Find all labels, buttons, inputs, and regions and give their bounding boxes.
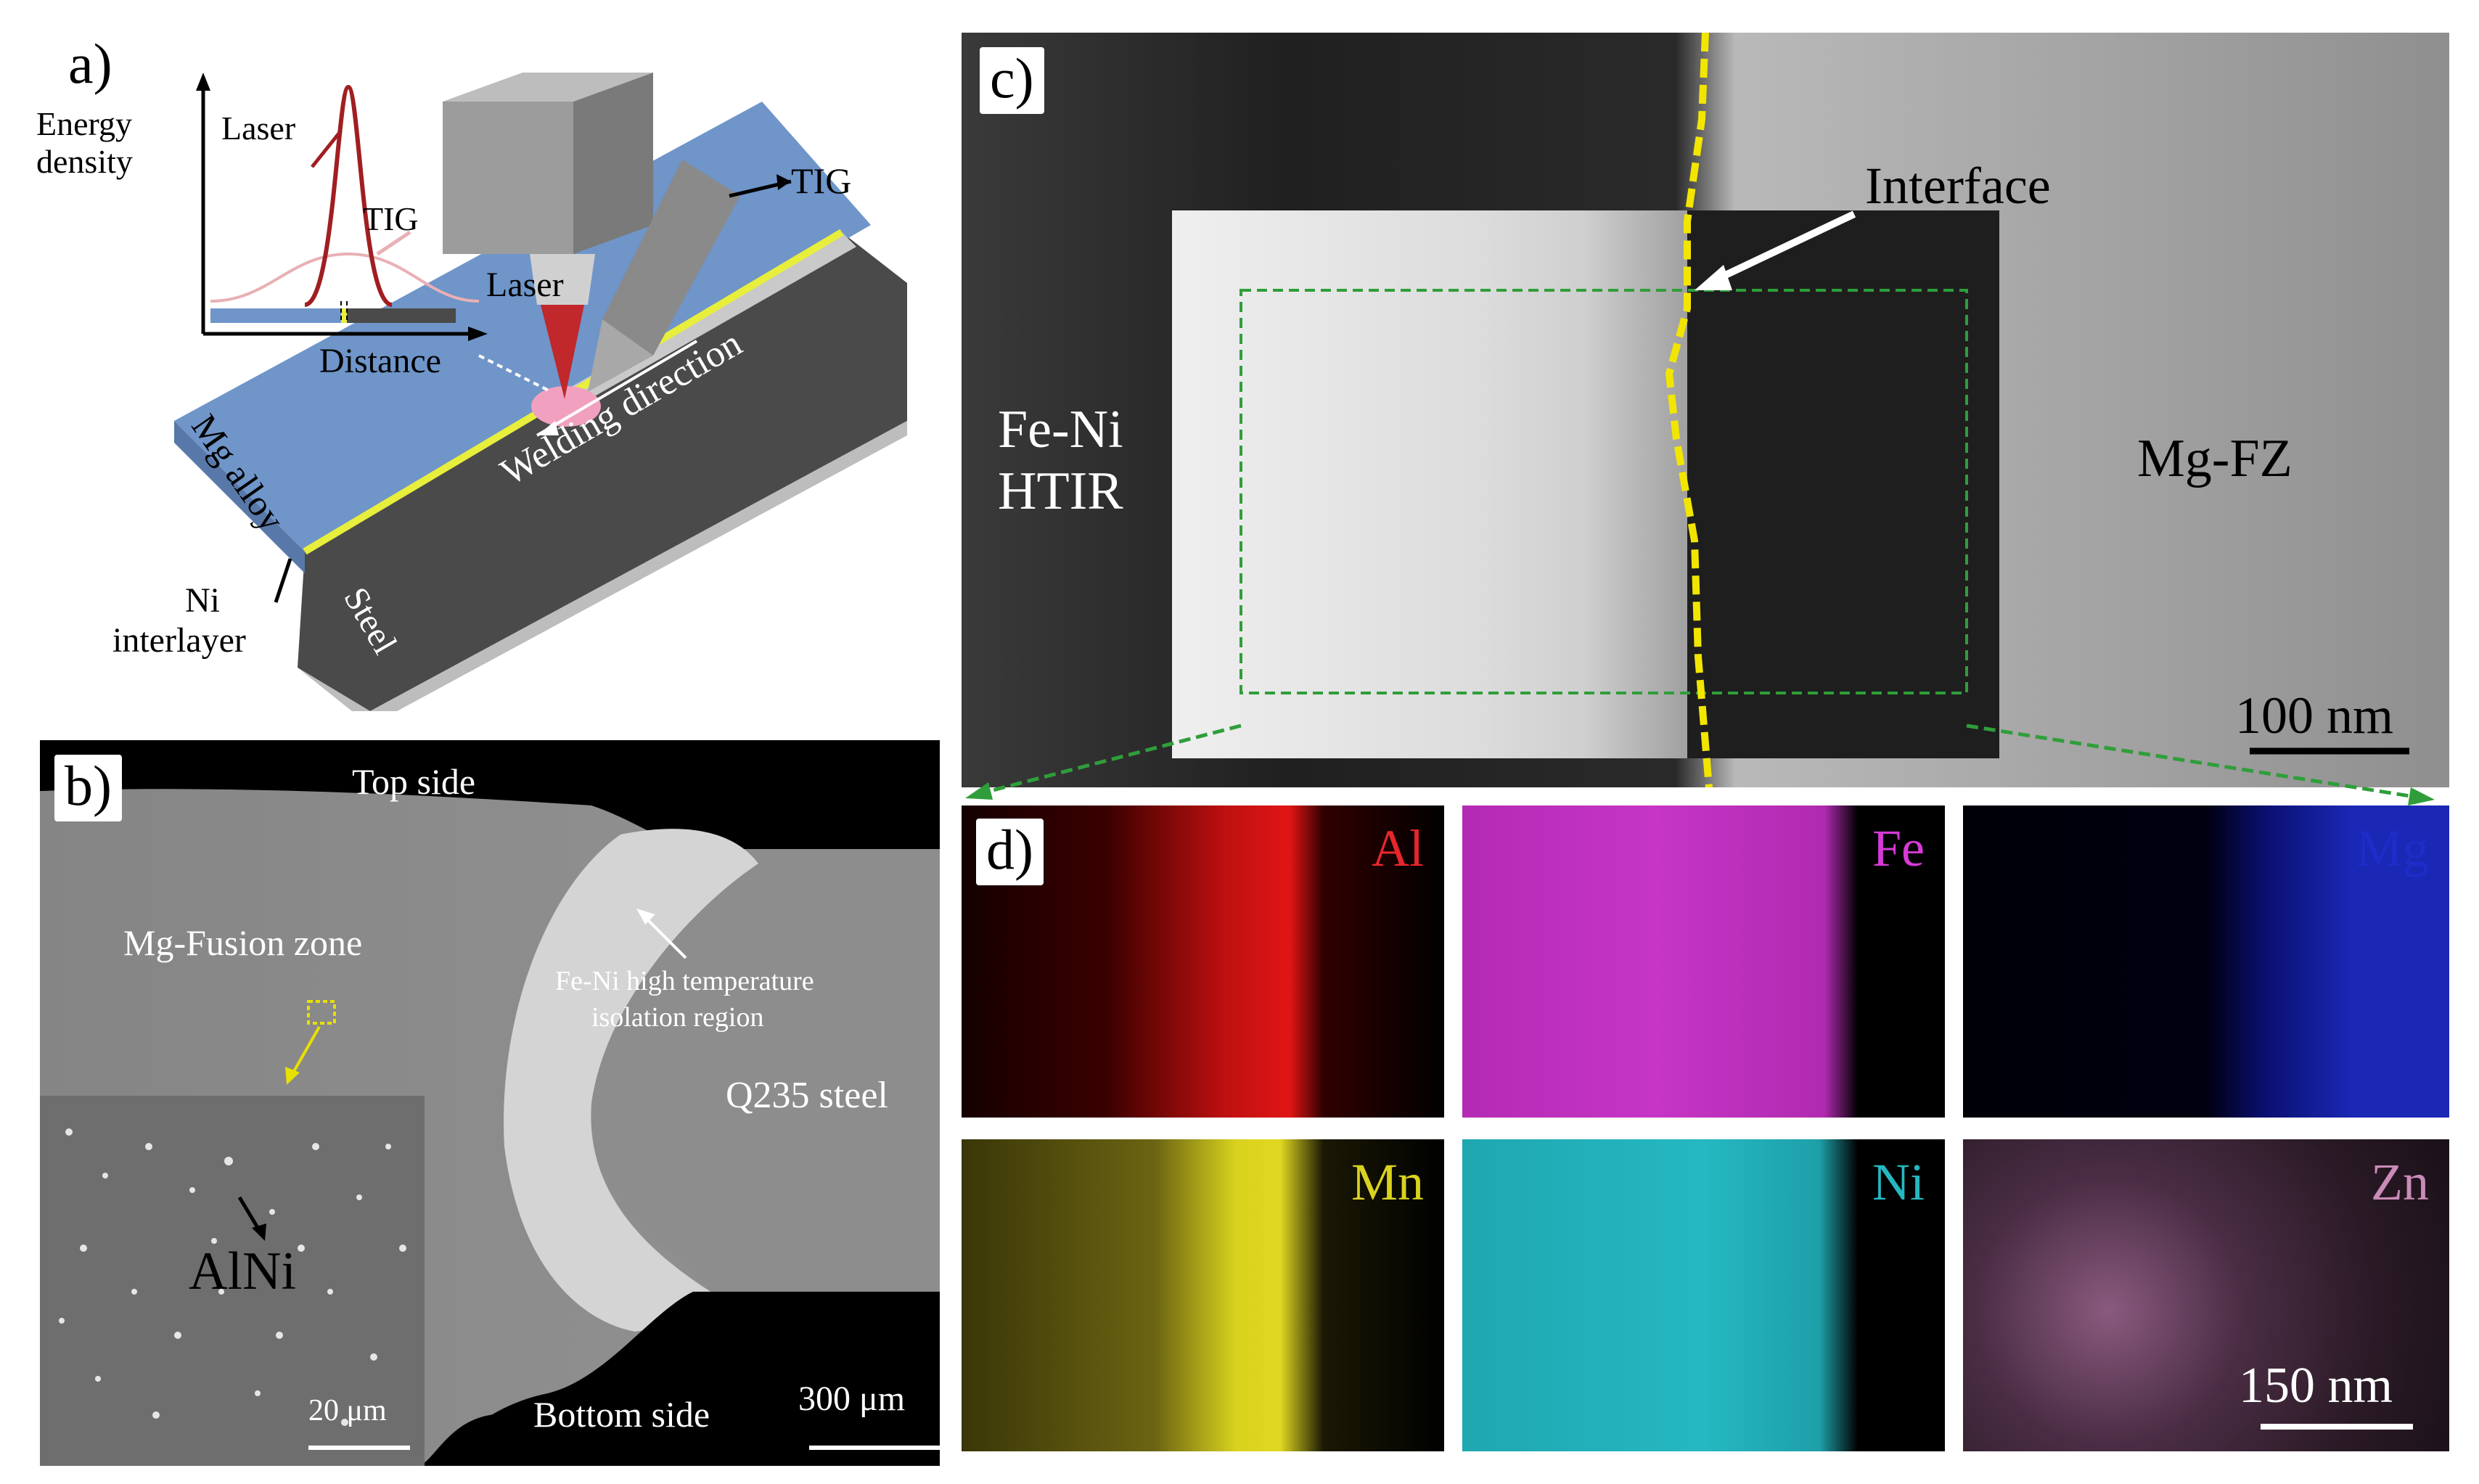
mapping-area-box — [1240, 289, 1968, 694]
eds-map-zn: Zn 150 nm — [1963, 1139, 2449, 1451]
element-label-mn: Mn — [1351, 1153, 1424, 1211]
distance-axis-label: Distance — [319, 342, 441, 380]
tem-image — [962, 33, 2449, 787]
fe-ni-label-1: Fe-Ni high temperature — [555, 966, 814, 996]
panel-d: Al Fe Mg Mn Ni Zn 150 nm d) — [962, 805, 2449, 1459]
element-label-mg: Mg — [2356, 819, 2429, 877]
fe-ni-label-2: isolation region — [591, 1002, 764, 1033]
interface-arrow — [1714, 210, 1856, 283]
steel-plate — [298, 232, 907, 711]
panel-b-tag: b) — [54, 755, 122, 821]
fe-ni-isolation-region — [504, 829, 758, 1332]
laser-curve-label: Laser — [221, 110, 296, 147]
q235-steel-region — [591, 849, 940, 1292]
welding-schematic — [174, 73, 907, 711]
laser-energy-curve — [303, 84, 393, 307]
laser-beam — [541, 305, 584, 399]
weld-pool — [531, 386, 601, 427]
inset-marker — [307, 1000, 336, 1025]
element-label-zn: Zn — [2371, 1153, 2429, 1211]
panel-a-tag: a) — [58, 33, 123, 99]
panel-a: a) Energy density Laser TIG Distance Las… — [29, 15, 929, 711]
tem-scale-label: 100 nm — [2235, 686, 2394, 745]
tig-energy-curve — [210, 252, 480, 303]
element-label-ni: Ni — [1872, 1153, 1925, 1211]
laser-head-label: Laser — [486, 266, 564, 304]
eds-map-ni: Ni — [1462, 1139, 1945, 1451]
bottom-side-label: Bottom side — [533, 1394, 710, 1435]
welding-direction-arrow — [536, 340, 698, 437]
q235-steel-label: Q235 steel — [726, 1075, 888, 1116]
energy-axis-label: Energy density — [36, 105, 167, 181]
interface-line — [1665, 33, 1713, 787]
tig-curve-label: TIG — [363, 200, 419, 237]
inset-scale-label: 20 μm — [308, 1394, 387, 1427]
interface-label: Interface — [1865, 157, 2051, 215]
eds-map-mn: Mn — [962, 1139, 1444, 1451]
fe-ni-htir-label-1: Fe-Ni — [998, 400, 1123, 459]
panel-d-tag: d) — [976, 819, 1044, 885]
eds-scale-bar — [2261, 1424, 2413, 1430]
mg-fz-label: Mg-FZ — [2137, 429, 2292, 488]
tig-torch — [602, 160, 740, 356]
alni-particles — [59, 1128, 406, 1426]
top-side-label: Top side — [352, 761, 476, 802]
tem-inset-fe-side — [1172, 210, 1687, 758]
ni-interlayer-label-1: Ni — [185, 581, 220, 620]
mg-fusion-zone-label: Mg-Fusion zone — [123, 922, 363, 963]
eds-scale-label: 150 nm — [2239, 1358, 2393, 1414]
panel-c-tag: c) — [980, 47, 1044, 114]
fe-ni-htir-label-2: HTIR — [998, 462, 1123, 521]
panel-c: c) Interface Fe-Ni HTIR Mg-FZ 100 nm — [962, 33, 2449, 787]
eds-map-fe: Fe — [1462, 805, 1945, 1118]
sem-cross-section — [40, 740, 940, 1466]
ni-interlayer-label-2: interlayer — [112, 621, 246, 660]
alni-inset — [40, 1096, 425, 1466]
panel-b: b) Top side Mg-Fusion zone Fe-Ni high te… — [40, 740, 940, 1466]
element-label-al: Al — [1372, 819, 1424, 877]
eds-map-mg: Mg — [1963, 805, 2449, 1118]
tig-torch-label: TIG — [791, 160, 852, 201]
alni-label: AlNi — [189, 1242, 296, 1301]
element-label-fe: Fe — [1872, 819, 1925, 877]
laser-head — [443, 102, 573, 254]
tem-inset-mg-side — [1687, 210, 1999, 758]
main-scale-label: 300 μm — [798, 1380, 906, 1418]
